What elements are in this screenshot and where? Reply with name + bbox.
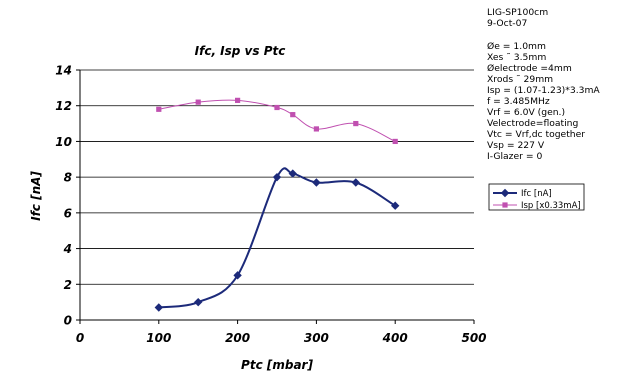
- y-axis-label: Ifc [nA]: [29, 171, 43, 221]
- data-point: [194, 297, 203, 307]
- data-point: [195, 99, 201, 105]
- legend-marker: [502, 202, 508, 208]
- data-point: [351, 178, 360, 187]
- y-tick-label: 6: [64, 206, 72, 220]
- legend-label: Ifc [nA]: [521, 189, 552, 199]
- data-point: [288, 169, 297, 178]
- y-tick-label: 2: [64, 278, 72, 292]
- data-point: [272, 172, 282, 182]
- data-point: [154, 303, 163, 312]
- series-line-1: [158, 99, 396, 142]
- data-point: [233, 271, 242, 280]
- series-layer: [154, 97, 400, 312]
- x-tick-label: 500: [461, 331, 486, 345]
- notes-header: LIG-SP100cm 9-Oct-07: [487, 7, 549, 29]
- notes-params: Øe = 1.0mm Xes ˜ 3.5mm Øelectrode =4mm X…: [487, 41, 600, 162]
- chart-title: Ifc, Isp vs Ptc: [195, 44, 286, 58]
- legend-marker: [500, 188, 510, 198]
- data-point: [391, 201, 400, 210]
- data-point: [312, 178, 321, 187]
- legend: Ifc [nA] Isp [x0.33mA]: [488, 183, 585, 211]
- axes: [76, 69, 475, 324]
- data-point: [235, 97, 241, 103]
- y-tick-label: 8: [64, 171, 72, 185]
- data-point: [353, 120, 359, 127]
- legend-label: Isp [x0.33mA]: [521, 201, 581, 211]
- x-tick-label: 200: [225, 331, 250, 345]
- x-tick-label: 400: [382, 331, 408, 345]
- x-axis-label: Ptc [mbar]: [241, 358, 313, 372]
- y-tick-label: 4: [63, 242, 72, 256]
- x-tick-label: 100: [146, 331, 171, 345]
- y-tick-label: 14: [55, 64, 72, 78]
- tick-labels: 0 2 4 6 8 10 12 14 0 100 200 300 400 500: [55, 64, 486, 346]
- y-tick-label: 0: [64, 314, 72, 328]
- x-tick-label: 300: [304, 331, 329, 345]
- data-point: [290, 112, 296, 118]
- data-point: [274, 104, 280, 111]
- x-tick-label: 0: [76, 331, 84, 345]
- data-point: [313, 126, 319, 132]
- y-tick-label: 12: [55, 99, 72, 113]
- data-point: [392, 138, 398, 145]
- data-point: [156, 106, 162, 112]
- y-tick-label: 10: [55, 135, 72, 149]
- series-line-0: [158, 167, 396, 309]
